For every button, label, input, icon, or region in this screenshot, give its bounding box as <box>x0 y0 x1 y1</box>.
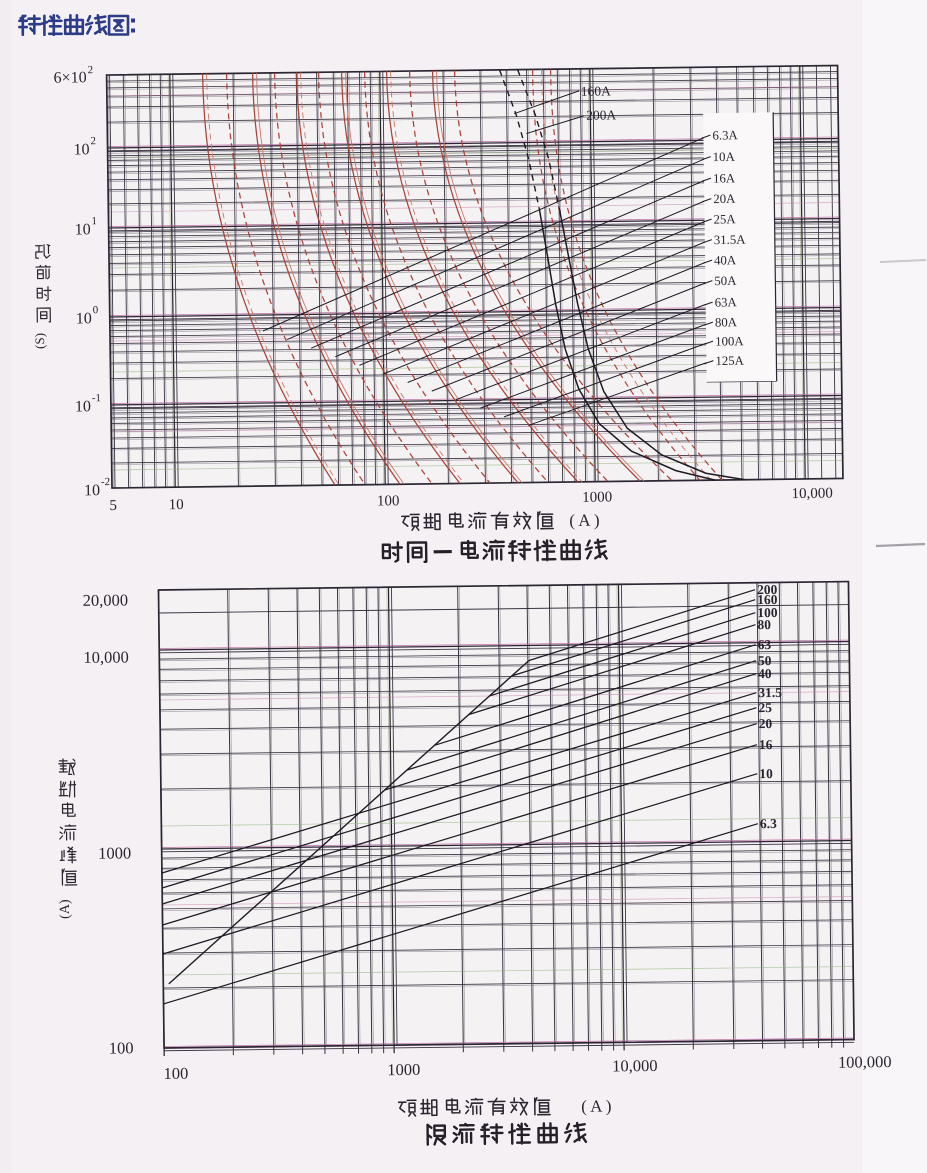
svg-text:20: 20 <box>759 716 773 731</box>
svg-text:-2: -2 <box>101 476 110 488</box>
svg-text:20A: 20A <box>713 192 736 206</box>
svg-text:10: 10 <box>169 497 184 513</box>
svg-text:16A: 16A <box>713 171 736 185</box>
svg-text:16: 16 <box>759 737 773 752</box>
svg-text:20,000: 20,000 <box>83 590 129 610</box>
svg-text:6×10: 6×10 <box>54 69 87 86</box>
svg-text:( A ): ( A ) <box>581 1096 611 1115</box>
svg-text:2: 2 <box>87 64 93 76</box>
svg-text:40A: 40A <box>714 253 737 267</box>
svg-text:63A: 63A <box>715 295 738 309</box>
svg-text:6.3: 6.3 <box>760 816 777 831</box>
svg-text:-1: -1 <box>92 392 101 404</box>
svg-text:6.3A: 6.3A <box>712 128 738 142</box>
svg-text:10,000: 10,000 <box>791 486 832 503</box>
svg-text:0: 0 <box>93 304 99 316</box>
svg-text:(A): (A) <box>58 899 73 919</box>
svg-text:1000: 1000 <box>98 843 131 862</box>
svg-text:100: 100 <box>163 1064 188 1083</box>
svg-text:50: 50 <box>758 653 772 668</box>
svg-text:100,000: 100,000 <box>838 1052 892 1072</box>
svg-text:10: 10 <box>73 141 89 158</box>
svg-text:200: 200 <box>757 582 778 597</box>
svg-text:160A: 160A <box>581 83 611 98</box>
svg-text:10: 10 <box>75 221 91 238</box>
svg-text:100: 100 <box>109 1038 134 1057</box>
svg-text:25A: 25A <box>713 212 736 226</box>
svg-text:10,000: 10,000 <box>612 1056 658 1076</box>
svg-text:31.5A: 31.5A <box>714 233 747 247</box>
svg-text:1000: 1000 <box>582 489 612 505</box>
svg-text:80A: 80A <box>715 315 738 329</box>
svg-text:10: 10 <box>76 310 92 327</box>
svg-text:50A: 50A <box>714 274 737 288</box>
svg-text:100: 100 <box>377 493 400 509</box>
svg-text:125A: 125A <box>715 354 744 368</box>
svg-text:160: 160 <box>757 592 778 607</box>
svg-text:1: 1 <box>91 215 97 227</box>
svg-text:100: 100 <box>757 605 778 620</box>
svg-text:( A ): ( A ) <box>569 511 599 530</box>
svg-text:100A: 100A <box>715 334 744 348</box>
svg-text:80: 80 <box>757 617 771 632</box>
svg-text:63: 63 <box>758 637 772 652</box>
svg-text:40: 40 <box>758 666 772 681</box>
svg-text:10A: 10A <box>713 150 736 164</box>
svg-text:10,000: 10,000 <box>83 647 129 667</box>
svg-text:1000: 1000 <box>387 1060 420 1079</box>
svg-text:(S): (S) <box>32 333 47 349</box>
svg-text:31.5: 31.5 <box>758 685 782 700</box>
svg-text:10: 10 <box>75 398 91 415</box>
svg-text:10: 10 <box>84 482 100 499</box>
svg-text:5: 5 <box>109 498 117 514</box>
svg-text:200A: 200A <box>586 107 616 122</box>
svg-text:2: 2 <box>90 135 96 147</box>
svg-text:10: 10 <box>759 766 773 781</box>
svg-text:25: 25 <box>758 700 772 715</box>
